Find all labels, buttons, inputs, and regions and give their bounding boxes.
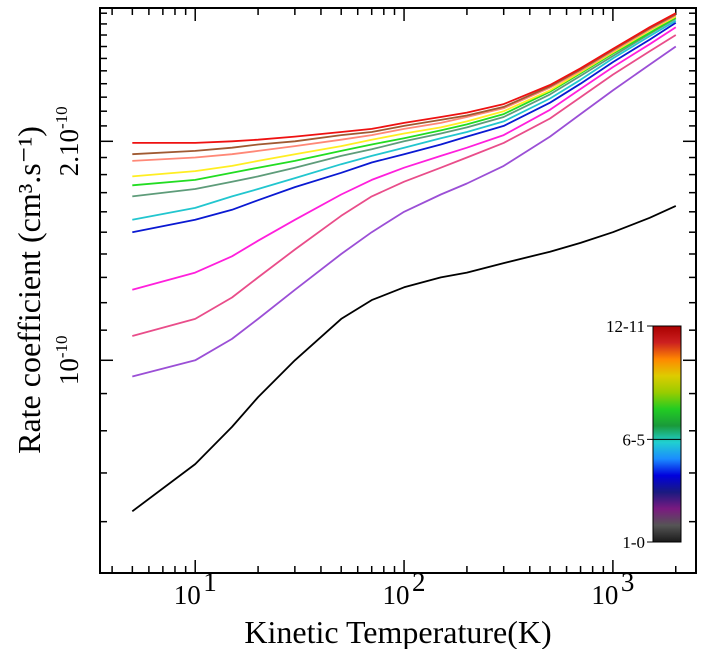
x-tick-label-exponent: 3 [621, 567, 635, 597]
colorbar-label: 6-5 [622, 430, 645, 449]
colorbar-label: 1-0 [622, 533, 645, 552]
colorbar-gradient [652, 325, 682, 543]
x-axis-title: Kinetic Temperature(K) [244, 614, 551, 649]
series-line-1-0 [131, 205, 677, 513]
y-tick-label-group: 10-10 [52, 335, 84, 385]
series-line-10-9 [132, 14, 677, 162]
x-tick-label: 10 [174, 580, 201, 610]
plot-frame [99, 7, 697, 574]
series-line-6-5 [132, 19, 677, 221]
y-tick-label-group: 2.10-10 [52, 106, 84, 176]
series-line-9-8 [132, 15, 677, 178]
tick-labels: 10 1 10 2 10 310-102.10-10 [52, 106, 634, 610]
series-line-3-2 [132, 34, 677, 337]
series-line-4-3 [132, 26, 677, 291]
x-tick-label-exponent: 1 [203, 567, 217, 597]
series-line-11-10 [132, 13, 677, 156]
y-tick-label: 2.10-10 [52, 106, 84, 176]
y-axis-title: Rate coefficient (cm³.s⁻¹) [11, 126, 47, 454]
axis-ticks [100, 8, 696, 573]
x-tick-label-exponent: 2 [412, 567, 426, 597]
series-line-12-11 [132, 12, 677, 144]
series-line-5-4 [132, 22, 677, 234]
x-tick-label: 10 [383, 580, 410, 610]
series-line-8-7 [132, 16, 677, 187]
series-lines [131, 12, 677, 513]
x-tick-label: 10 [591, 580, 618, 610]
colorbar-label: 12-11 [606, 317, 645, 336]
series-line-2-1 [132, 45, 677, 378]
y-tick-label: 10-10 [52, 335, 84, 385]
colorbar: 12-11 6-5 1-0 [606, 317, 682, 552]
series-line-7-6 [132, 17, 677, 198]
